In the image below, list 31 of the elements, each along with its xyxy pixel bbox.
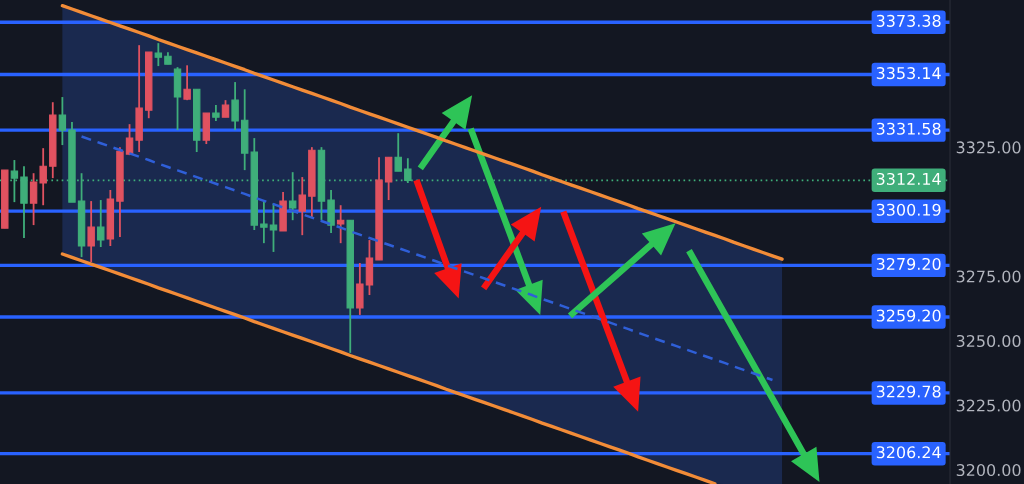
candlestick (154, 42, 163, 67)
line-series (80, 135, 774, 382)
candlestick (260, 199, 268, 245)
candlestick (87, 200, 95, 263)
y-tick-label: 3200.00 (956, 464, 1021, 477)
candlestick (58, 96, 67, 146)
candlestick (394, 132, 402, 173)
candlestick (231, 81, 239, 132)
candlestick (125, 123, 134, 157)
ref-line-label: 3331.58 (876, 122, 941, 135)
candlestick (39, 147, 47, 207)
ref-line-label: 3312.14 (876, 172, 941, 185)
ref-line-label: 3279.20 (876, 257, 941, 270)
ref-line-label: 3229.78 (876, 385, 941, 398)
ref-line-label: 3353.14 (876, 67, 941, 80)
ref-line-label: 3259.20 (876, 309, 941, 322)
y-tick-label: 3225.00 (956, 399, 1021, 412)
ref-line-label: 3206.24 (876, 446, 941, 459)
candlestick (29, 172, 38, 226)
ref-line-label: 3373.38 (876, 14, 941, 27)
candlestick (298, 176, 306, 237)
ref-line-label: 3300.19 (876, 203, 941, 216)
candlestick (183, 64, 191, 102)
line-series (60, 4, 784, 261)
candlestick (336, 204, 345, 245)
line-series (60, 252, 717, 484)
candlestick (97, 199, 105, 248)
y-tick-label: 3250.00 (956, 334, 1021, 348)
y-tick-label: 3275.00 (956, 270, 1021, 283)
y-tick-label: 3325.00 (956, 141, 1021, 154)
candlestick (356, 262, 364, 316)
